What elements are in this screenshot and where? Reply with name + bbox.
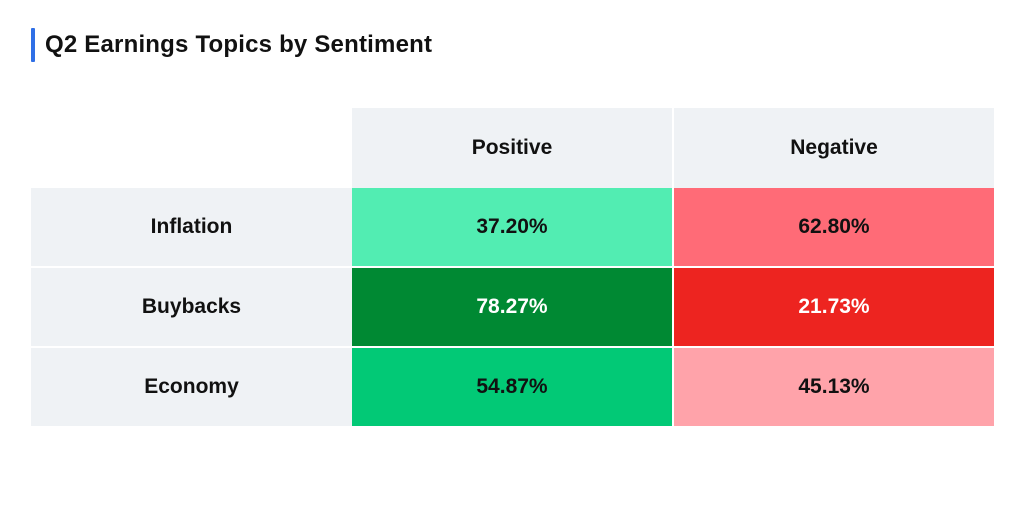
heatmap-cell-buybacks-positive: 78.27%: [352, 268, 672, 346]
heatmap-cell-economy-negative: 45.13%: [674, 348, 994, 426]
row-label-inflation: Inflation: [31, 188, 352, 266]
heatmap-cell-buybacks-negative: 21.73%: [674, 268, 994, 346]
title-accent-bar: [31, 28, 35, 62]
column-header-negative: Negative: [674, 108, 994, 188]
chart-title-group: Q2 Earnings Topics by Sentiment: [31, 27, 432, 63]
heatmap-cell-economy-positive: 54.87%: [352, 348, 672, 426]
row-label-buybacks: Buybacks: [31, 268, 352, 346]
heatmap-cell-inflation-positive: 37.20%: [352, 188, 672, 266]
sentiment-heatmap: Positive Negative Inflation 37.20% 62.80% Buy…: [31, 108, 994, 428]
chart-title: Q2 Earnings Topics by Sentiment: [45, 31, 433, 58]
column-header-positive: Positive: [352, 108, 672, 188]
heatmap-cell-inflation-negative: 62.80%: [674, 188, 994, 266]
row-label-economy: Economy: [31, 348, 352, 426]
